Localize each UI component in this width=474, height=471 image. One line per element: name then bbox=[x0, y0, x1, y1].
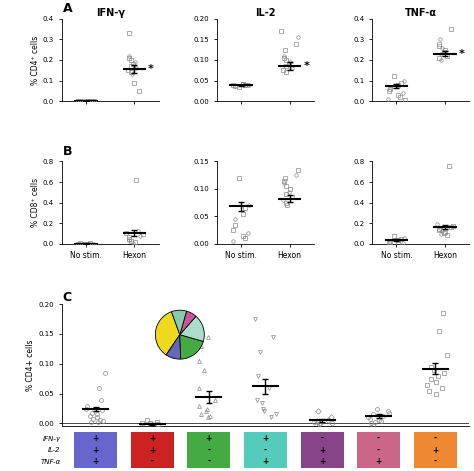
Text: B: B bbox=[63, 145, 72, 158]
Bar bbox=[74, 432, 117, 468]
Text: -: - bbox=[207, 457, 210, 466]
Text: -: - bbox=[434, 434, 437, 443]
Text: +: + bbox=[149, 446, 155, 455]
Text: *: * bbox=[458, 49, 465, 59]
Title: IFN-γ: IFN-γ bbox=[96, 8, 125, 18]
Text: -: - bbox=[151, 457, 154, 466]
Text: +: + bbox=[319, 446, 325, 455]
Bar bbox=[131, 432, 173, 468]
Text: +: + bbox=[206, 434, 212, 443]
Bar bbox=[187, 432, 230, 468]
Text: -: - bbox=[320, 434, 324, 443]
Text: +: + bbox=[319, 457, 325, 466]
Bar bbox=[357, 432, 400, 468]
Text: +: + bbox=[149, 434, 155, 443]
Bar bbox=[414, 432, 457, 468]
Text: -: - bbox=[377, 446, 380, 455]
Y-axis label: % CD8⁺ cells: % CD8⁺ cells bbox=[31, 178, 40, 227]
Text: +: + bbox=[375, 457, 382, 466]
Text: -: - bbox=[207, 446, 210, 455]
Text: -: - bbox=[264, 446, 267, 455]
Y-axis label: % CD4⁺ cells: % CD4⁺ cells bbox=[31, 35, 40, 85]
Text: +: + bbox=[92, 434, 99, 443]
Text: *: * bbox=[148, 64, 154, 74]
Text: +: + bbox=[92, 446, 99, 455]
Bar bbox=[244, 432, 287, 468]
Text: +: + bbox=[432, 446, 438, 455]
Title: TNF-α: TNF-α bbox=[405, 8, 437, 18]
Text: +: + bbox=[262, 434, 269, 443]
Text: TNF-α: TNF-α bbox=[40, 459, 61, 465]
Text: +: + bbox=[262, 457, 269, 466]
Text: IL-2: IL-2 bbox=[48, 447, 61, 453]
Title: IL-2: IL-2 bbox=[255, 8, 276, 18]
Text: -: - bbox=[377, 434, 380, 443]
Bar bbox=[301, 432, 344, 468]
Text: A: A bbox=[63, 2, 72, 15]
Text: C: C bbox=[63, 291, 72, 304]
Text: IFN-γ: IFN-γ bbox=[43, 436, 61, 442]
Text: -: - bbox=[434, 457, 437, 466]
Text: +: + bbox=[92, 457, 99, 466]
Y-axis label: % CD4+ cells: % CD4+ cells bbox=[27, 340, 36, 391]
Text: *: * bbox=[303, 61, 309, 71]
